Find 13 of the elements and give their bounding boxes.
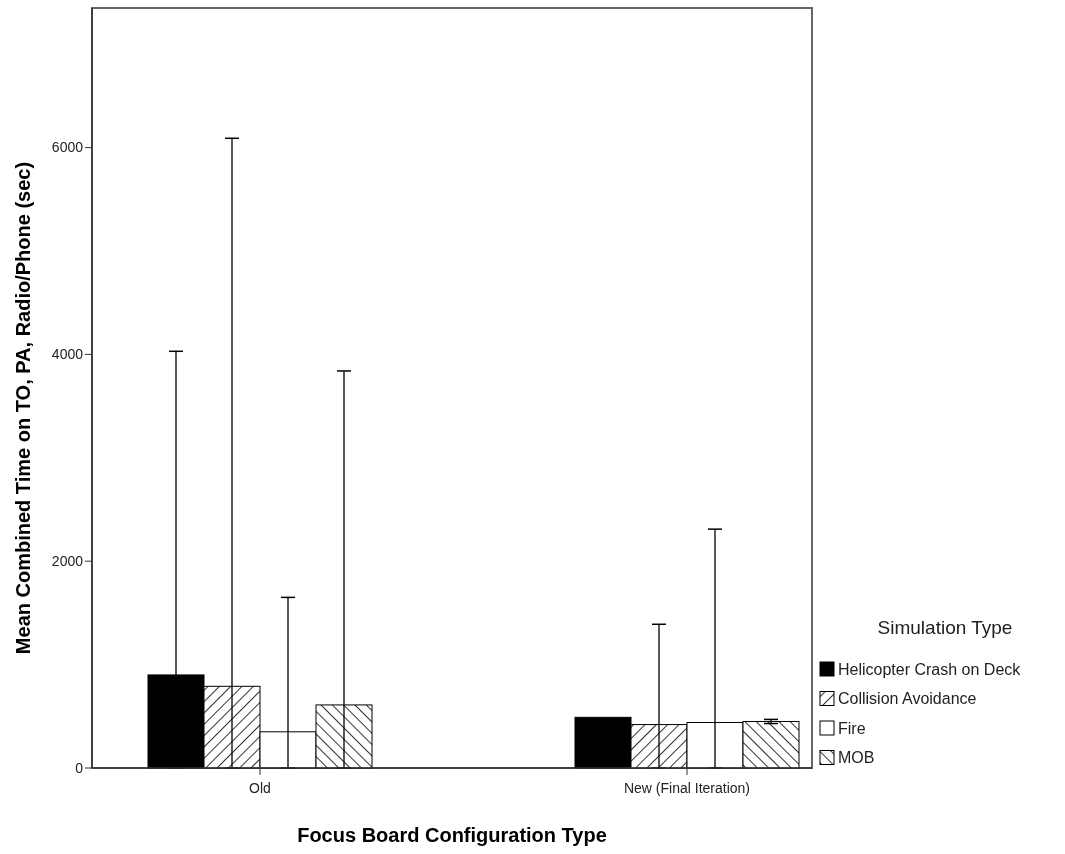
y-tick-label: 4000 bbox=[51, 346, 84, 363]
x-tick-label: Old bbox=[249, 780, 271, 796]
x-axis-title: Focus Board Configuration Type bbox=[297, 824, 607, 846]
y-tick-label: 2000 bbox=[51, 553, 84, 570]
x-tick-label: New (Final Iteration) bbox=[623, 780, 751, 796]
legend-title: Simulation Type bbox=[877, 617, 1013, 638]
legend-label: Collision Avoidance bbox=[838, 690, 977, 708]
y-tick-label: 0 bbox=[75, 759, 84, 776]
legend-label: Helicopter Crash on Deck bbox=[838, 660, 1022, 678]
y-tick-label: 6000 bbox=[51, 139, 84, 156]
y-axis-title: Mean Combined Time on TO, PA, Radio/Phone (sec) bbox=[12, 161, 34, 655]
legend-label: Fire bbox=[838, 719, 866, 737]
legend-label: MOB bbox=[838, 749, 875, 767]
